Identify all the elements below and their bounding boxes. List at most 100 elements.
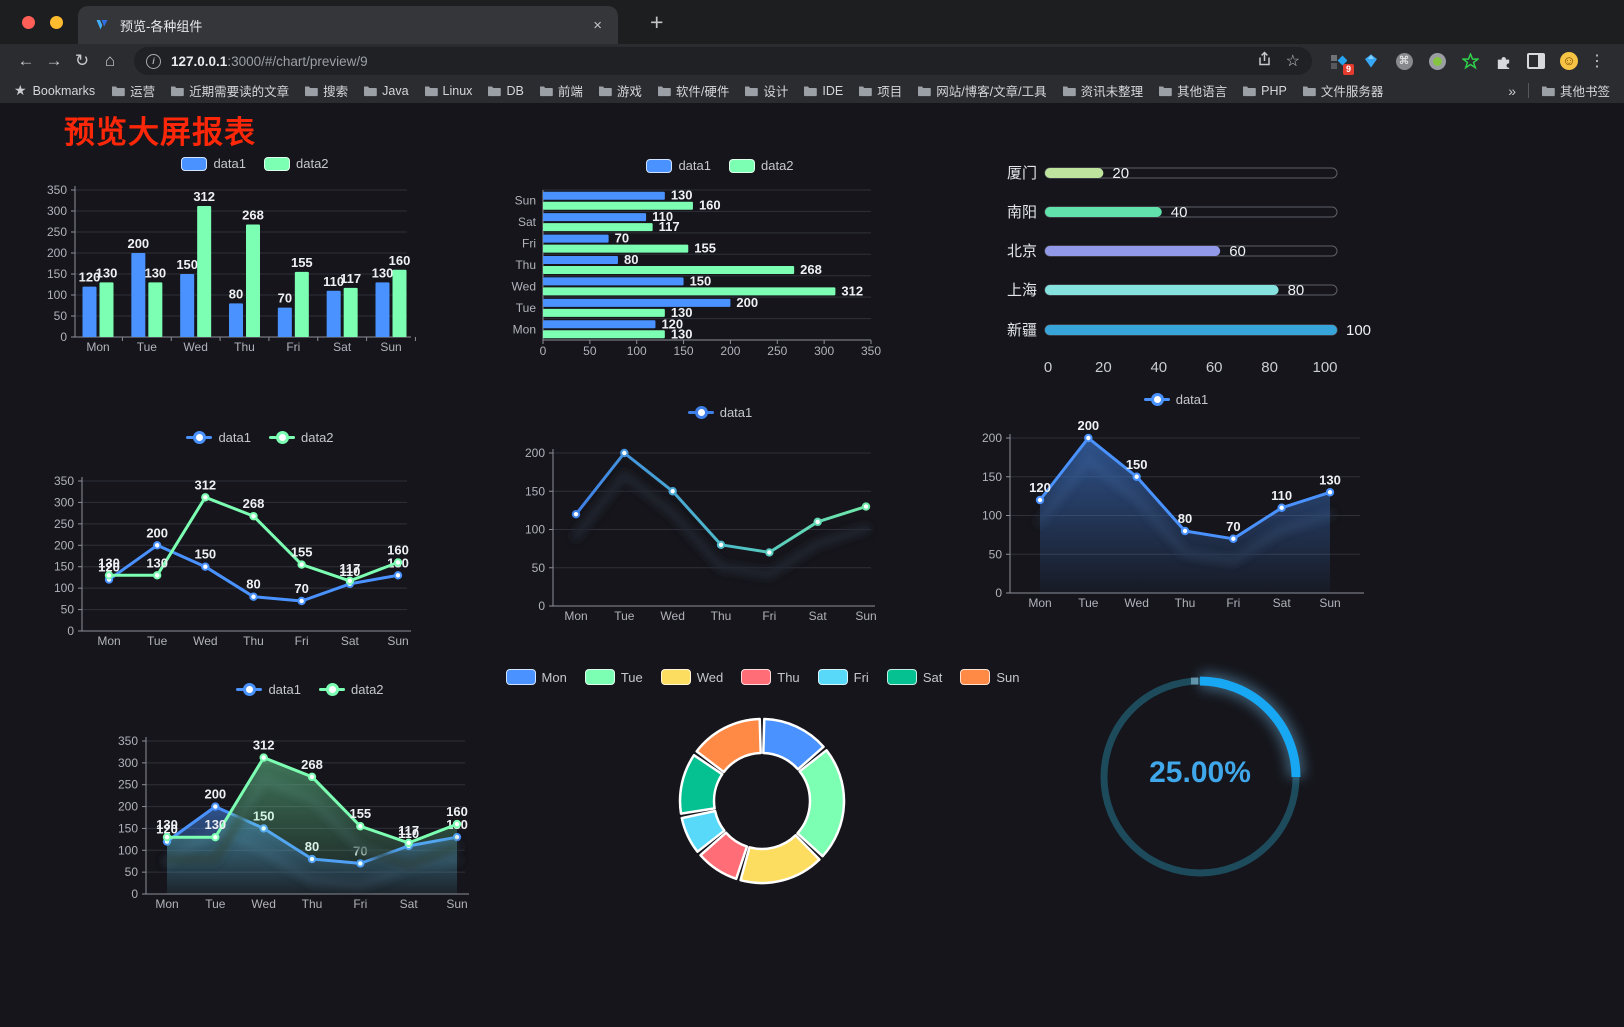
pie-slice-Fri[interactable] <box>680 809 726 853</box>
legend-item-data1[interactable]: data1 <box>186 430 251 445</box>
bookmark-folder-item[interactable]: Linux <box>424 84 472 98</box>
bookmark-folder-item[interactable]: 设计 <box>744 81 788 100</box>
legend-item-Sun[interactable]: Sun <box>960 669 1019 685</box>
window-minimize-button[interactable] <box>50 16 63 29</box>
extension-record-icon[interactable] <box>1427 51 1447 71</box>
bookmark-folder-item[interactable]: 资讯未整理 <box>1062 81 1143 100</box>
pie-slice-Thu[interactable] <box>699 831 749 881</box>
pie-slice-Sun[interactable] <box>695 717 762 774</box>
legend-item-data2[interactable]: data2 <box>269 430 334 445</box>
svg-text:Sun: Sun <box>446 897 467 911</box>
legend-swatch-icon <box>264 156 290 171</box>
tab-close-icon[interactable]: × <box>593 16 602 34</box>
svg-text:250: 250 <box>54 517 74 531</box>
bookmark-folder-item[interactable]: 项目 <box>858 81 902 100</box>
browser-tab[interactable]: 预览-各种组件 × <box>78 6 618 44</box>
bookmark-label: 文件服务器 <box>1320 85 1384 99</box>
bookmarks-root-item[interactable]: ★ Bookmarks <box>14 82 95 99</box>
side-panel-icon[interactable] <box>1526 51 1546 71</box>
bookmark-folder-item[interactable]: 近期需要读的文章 <box>170 81 289 100</box>
svg-text:Tue: Tue <box>1078 596 1099 610</box>
svg-text:155: 155 <box>349 806 371 821</box>
browser-menu-icon[interactable]: ⋮ <box>1589 53 1605 70</box>
emoji-extension-icon[interactable]: ☺ <box>1559 51 1579 71</box>
svg-text:0: 0 <box>538 599 545 613</box>
legend-item-Wed[interactable]: Wed <box>660 669 723 685</box>
pie-slice-Tue[interactable] <box>796 749 846 858</box>
address-bar[interactable]: i 127.0.0.1:3000/#/chart/preview/9 ☆ <box>134 47 1312 75</box>
legend-item-Thu[interactable]: Thu <box>741 669 800 685</box>
bookmark-folder-item[interactable]: 运营 <box>111 81 155 100</box>
svg-text:70: 70 <box>278 291 292 306</box>
reload-icon[interactable]: ↻ <box>74 51 90 70</box>
bookmark-star-icon[interactable]: ☆ <box>1285 53 1300 70</box>
forward-icon[interactable]: → <box>45 51 63 70</box>
pie-slice-Mon[interactable] <box>762 717 825 771</box>
svg-text:40: 40 <box>1150 359 1167 376</box>
legend-item-data2[interactable]: data2 <box>264 156 329 171</box>
svg-text:300: 300 <box>118 756 138 770</box>
svg-text:312: 312 <box>194 477 216 492</box>
legend-label: data1 <box>213 156 246 171</box>
back-icon[interactable]: ← <box>17 51 35 70</box>
bookmark-folder-item[interactable]: 搜索 <box>304 81 348 100</box>
bookmark-folder-item[interactable]: DB <box>487 84 524 98</box>
share-icon[interactable] <box>1257 50 1272 72</box>
legend-swatch-icon <box>960 669 991 685</box>
bookmarks-overflow-icon[interactable]: » <box>1508 82 1516 99</box>
svg-text:80: 80 <box>624 252 638 267</box>
legend-swatch-icon <box>584 669 615 685</box>
svg-text:200: 200 <box>47 246 67 260</box>
site-info-icon[interactable]: i <box>146 53 161 69</box>
legend-item-Fri[interactable]: Fri <box>817 669 869 685</box>
legend-item-Mon[interactable]: Mon <box>505 669 567 685</box>
legend-item-data1[interactable]: data1 <box>236 682 301 697</box>
bookmark-folder-item[interactable]: IDE <box>803 84 843 98</box>
svg-text:Wed: Wed <box>512 279 536 293</box>
legend-item-Tue[interactable]: Tue <box>584 669 643 685</box>
bookmark-folder-item[interactable]: 前端 <box>539 81 583 100</box>
bookmark-label: PHP <box>1261 83 1287 98</box>
svg-text:Fri: Fri <box>522 237 536 251</box>
other-bookmarks-item[interactable]: 其他书签 <box>1541 81 1610 100</box>
home-icon[interactable]: ⌂ <box>104 51 116 70</box>
chart-donut: Mon Tue Wed Thu Fri Sat Sun <box>505 660 1019 900</box>
extension-grid-icon[interactable]: 9 <box>1328 51 1354 75</box>
svg-text:200: 200 <box>127 236 149 251</box>
svg-text:130: 130 <box>156 817 178 832</box>
legend-item-Sat[interactable]: Sat <box>886 669 942 685</box>
extension-gem-icon[interactable] <box>1361 51 1381 71</box>
svg-text:300: 300 <box>814 344 834 358</box>
bookmark-folder-item[interactable]: Java <box>363 84 409 98</box>
svg-text:200: 200 <box>736 295 758 310</box>
bookmark-folder-item[interactable]: 其他语言 <box>1158 81 1227 100</box>
extension-star-icon[interactable] <box>1460 51 1480 71</box>
folder-icon <box>539 86 553 96</box>
window-close-button[interactable] <box>22 16 35 29</box>
chart-bar-vertical: 0 50 100 150 200 250 300 350 120 130 200 130 150 312 8… <box>40 148 470 370</box>
bookmark-folder-item[interactable]: 网站/博客/文章/工具 <box>917 81 1047 100</box>
pie-slice-Sat[interactable] <box>678 753 724 815</box>
bookmark-folder-item[interactable]: 软件/硬件 <box>657 81 729 100</box>
bookmark-folder-item[interactable]: PHP <box>1242 84 1287 98</box>
svg-text:200: 200 <box>54 538 74 552</box>
legend-item-data2[interactable]: data2 <box>319 682 384 697</box>
legend-item-data1[interactable]: data1 <box>687 405 752 420</box>
svg-text:Mon: Mon <box>155 897 178 911</box>
extensions-puzzle-icon[interactable] <box>1493 51 1513 71</box>
legend-item-data1[interactable]: data1 <box>1143 392 1208 407</box>
extension-command-icon[interactable]: ⌘ <box>1394 51 1414 71</box>
legend-item-data1[interactable]: data1 <box>181 156 246 171</box>
new-tab-button[interactable]: + <box>650 9 664 35</box>
svg-text:Sat: Sat <box>400 897 419 911</box>
svg-text:60: 60 <box>1206 359 1223 376</box>
legend-item-data1[interactable]: data1 <box>646 158 711 173</box>
pie-slice-Wed[interactable] <box>739 834 821 885</box>
bookmark-label: 项目 <box>877 85 903 99</box>
url-host: 127.0.0.1 <box>171 53 228 69</box>
legend-item-data2[interactable]: data2 <box>729 158 794 173</box>
bookmarks-right-group: » 其他书签 <box>1508 81 1610 100</box>
chart-legend: data1 <box>960 392 1392 407</box>
bookmark-folder-item[interactable]: 文件服务器 <box>1302 81 1384 100</box>
bookmark-folder-item[interactable]: 游戏 <box>598 81 642 100</box>
